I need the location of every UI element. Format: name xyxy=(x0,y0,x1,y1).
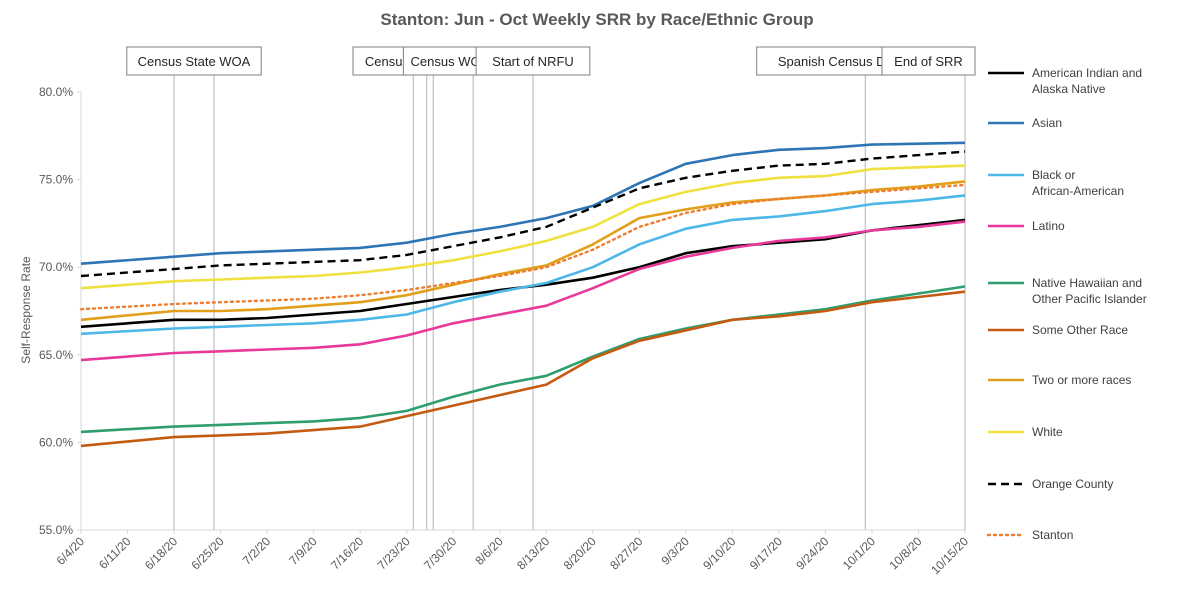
legend-label-line: Native Hawaiian and xyxy=(1032,276,1142,290)
series-line xyxy=(80,141,966,265)
legend-label: Latino xyxy=(1032,219,1065,233)
series-line xyxy=(80,164,966,290)
legend-label-line: Orange County xyxy=(1032,477,1113,491)
event-label-box xyxy=(126,46,262,76)
event-label: Census WOA xyxy=(411,54,490,69)
legend-label: White xyxy=(1032,425,1063,439)
y-tick-label: 80.0% xyxy=(39,85,73,99)
legend-label: Black or African-American xyxy=(1032,168,1124,198)
x-tick-label: 6/18/20 xyxy=(142,534,180,572)
legend: American Indian and Alaska Native Asian Bla… xyxy=(986,66,1147,542)
legend-label: Orange County xyxy=(1032,477,1113,491)
event-label-box xyxy=(475,46,591,76)
y-tick-label: 70.0% xyxy=(39,260,73,274)
legend-label-line: Some Other Race xyxy=(1032,323,1128,337)
legend-label-line: Two or more races xyxy=(1032,373,1131,387)
series-line xyxy=(80,220,966,362)
legend-label: Some Other Race xyxy=(1032,323,1128,337)
series-line xyxy=(80,285,966,434)
y-tick-label: 55.0% xyxy=(39,523,73,537)
y-axis-title: Self-Response Rate xyxy=(19,256,33,364)
series-line xyxy=(80,218,966,329)
series-lines xyxy=(79,141,967,448)
x-tick-label: 10/15/20 xyxy=(928,534,971,577)
legend-label-line: Black or xyxy=(1032,168,1075,182)
x-tick-label: 9/10/20 xyxy=(700,534,738,572)
series-line xyxy=(80,150,966,278)
x-tick-label: 9/3/20 xyxy=(658,534,692,568)
legend-label: Native Hawaiian and Other Pacific Islande… xyxy=(1032,276,1147,306)
x-tick-label: 8/20/20 xyxy=(561,534,599,572)
x-tick-label: 10/8/20 xyxy=(886,534,924,572)
x-tick-label: 9/24/20 xyxy=(793,534,831,572)
axes: 55.0% 60.0% 65.0% 70.0% 75.0% 80.0% 6/4/20 6/11… xyxy=(39,85,971,577)
y-tick-label: 65.0% xyxy=(39,348,73,362)
legend-label-line: Other Pacific Islander xyxy=(1032,292,1147,306)
legend-label: Two or more races xyxy=(1032,373,1131,387)
event-label: Start of NRFU xyxy=(492,54,574,69)
x-tick-label: 6/11/20 xyxy=(96,534,134,572)
y-tick-label: 60.0% xyxy=(39,435,73,449)
x-tick-label: 7/23/20 xyxy=(375,534,413,572)
legend-label-line: American Indian and xyxy=(1032,66,1142,80)
x-tick-label: 6/4/20 xyxy=(54,534,88,568)
series-line xyxy=(80,290,966,448)
x-tick-label: 7/2/20 xyxy=(240,534,274,568)
series-line xyxy=(79,183,967,311)
legend-label-line: Alaska Native xyxy=(1032,82,1106,96)
legend-label-line: Asian xyxy=(1032,116,1062,130)
series-line xyxy=(80,194,966,336)
legend-label-line: Stanton xyxy=(1032,528,1073,542)
x-tick-label: 7/9/20 xyxy=(286,534,320,568)
event-label-box xyxy=(881,46,976,76)
x-tick-label: 8/13/20 xyxy=(514,534,552,572)
x-tick-label: 10/1/20 xyxy=(840,534,878,572)
legend-label-line: White xyxy=(1032,425,1063,439)
legend-label-line: Latino xyxy=(1032,219,1065,233)
legend-label: Stanton xyxy=(1032,528,1073,542)
legend-label: Asian xyxy=(1032,116,1062,130)
x-tick-label: 7/16/20 xyxy=(328,534,366,572)
x-tick-label: 6/25/20 xyxy=(188,534,226,572)
x-tick-label: 9/17/20 xyxy=(747,534,785,572)
legend-label-line: African-American xyxy=(1032,184,1124,198)
event-label: End of SRR xyxy=(894,54,963,69)
x-tick-label: 8/27/20 xyxy=(607,534,645,572)
chart-title: Stanton: Jun - Oct Weekly SRR by Race/Et… xyxy=(380,10,813,29)
x-tick-label: 7/30/20 xyxy=(421,534,459,572)
event-label: Census State WOA xyxy=(138,54,251,69)
x-tick-label: 8/6/20 xyxy=(472,534,506,568)
legend-label: American Indian and Alaska Native xyxy=(1032,66,1142,96)
y-tick-label: 75.0% xyxy=(39,173,73,187)
